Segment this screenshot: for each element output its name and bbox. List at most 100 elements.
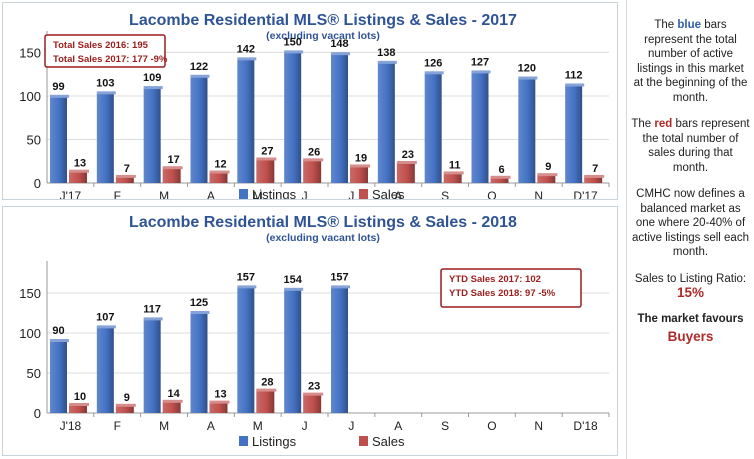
sales-bar-cap [303,392,324,396]
explanation-sidebar: The blue bars represent the total number… [626,0,754,459]
listings-bar-cap [50,339,69,342]
listings-bar-cap [331,52,350,56]
sales-bar-cap [115,403,136,407]
chart-title: Lacombe Residential MLS® Listings & Sale… [129,12,517,29]
sales-bar-cap [69,403,89,406]
listings-bar [331,54,348,184]
x-tick-label: F [114,189,121,199]
listings-value-label: 122 [190,61,208,73]
red-word: red [654,118,673,130]
sales-bar-cap [490,175,511,179]
sales-value-label: 9 [545,161,551,173]
legend-label: Listings [252,187,297,199]
listings-bar [50,96,67,183]
x-tick-label: M [253,189,263,199]
listings-bar [96,93,114,183]
sales-bar-cap [256,157,277,161]
listings-value-label: 90 [52,325,64,337]
listings-bar [284,52,302,183]
sales-bar [209,402,228,413]
sales-bar [584,176,603,183]
callout-line: Total Sales 2017: 177 -9% [53,54,168,65]
listings-bar-cap [237,57,257,61]
y-tick-label: 100 [19,326,41,341]
x-tick-label: J'18 [60,419,82,433]
sales-bar-cap [256,388,277,392]
text: bars represent the total number of sales… [642,118,750,174]
listings-bar-cap [143,86,163,90]
sales-bar [537,175,556,183]
sales-bar [69,405,87,413]
ratio-value: 15% [676,285,705,300]
sales-bar [350,166,368,183]
sales-bar-cap [396,160,417,164]
x-tick-label: J [302,189,308,199]
sales-bar [443,173,462,183]
x-tick-label: S [441,189,449,199]
sales-bar [115,176,134,183]
x-tick-label: S [441,419,449,433]
sales-bar [209,172,228,183]
ratio-block: Sales to Listing Ratio: 15% [627,272,754,302]
listings-bar [96,327,114,413]
x-tick-label: F [114,419,121,433]
listings-value-label: 142 [237,43,255,55]
sales-bar-cap [584,174,605,178]
sales-bar-cap [350,164,370,168]
sales-bar-cap [303,158,324,162]
listings-value-label: 120 [518,63,536,75]
x-tick-label: A [207,419,215,433]
sales-bar [303,394,322,413]
y-tick-label: 50 [27,366,41,381]
listings-value-label: 157 [330,271,348,283]
x-tick-label: A [207,189,215,199]
chart-2018: Lacombe Residential MLS® Listings & Sale… [19,214,610,449]
chart-subtitle: (excluding vacant lots) [266,232,380,244]
ratio-label: Sales to Listing Ratio: [634,272,747,285]
listings-bar [143,88,161,183]
listings-bar [331,287,348,413]
sales-bar-cap [209,170,230,174]
sales-value-label: 7 [592,163,598,175]
text: The [631,118,655,130]
listings-value-label: 125 [190,297,208,309]
x-tick-label: N [534,189,543,199]
sales-bar [69,171,87,183]
listings-value-label: 117 [143,303,161,315]
y-tick-label: 100 [19,89,41,104]
x-tick-label: J [348,189,354,199]
sales-bar [396,162,415,183]
callout-line: Total Sales 2016: 195 [53,40,149,51]
listings-bar-cap [237,285,257,289]
legend-swatch [359,189,368,199]
listings-bar-cap [424,71,444,75]
y-tick-label: 0 [34,176,41,191]
legend-swatch [239,436,248,446]
listings-explanation: The blue bars represent the total number… [627,18,754,105]
legend-swatch [239,189,248,199]
listings-bar [377,62,395,183]
y-tick-label: 50 [27,132,41,147]
x-tick-label: J [348,419,354,433]
y-tick-label: 0 [34,406,41,421]
sales-value-label: 11 [449,159,461,171]
chart-title: Lacombe Residential MLS® Listings & Sale… [129,214,517,231]
sales-bar [162,168,181,183]
sales-value-label: 13 [214,389,226,401]
listings-value-label: 127 [471,56,489,68]
listings-value-label: 103 [96,77,114,89]
sales-value-label: 9 [124,392,130,404]
sales-bar [256,390,275,413]
sales-value-label: 14 [168,388,181,400]
x-tick-label: N [534,419,543,433]
listings-value-label: 126 [424,57,442,69]
listings-bar [284,289,302,413]
blue-word: blue [677,19,702,31]
sales-value-label: 27 [261,145,273,157]
listings-value-label: 148 [330,38,348,50]
listings-bar [237,287,255,413]
listings-bar [190,313,208,413]
legend-label: Sales [372,187,405,199]
listings-bar-cap [284,287,304,291]
sales-value-label: 26 [308,146,320,158]
